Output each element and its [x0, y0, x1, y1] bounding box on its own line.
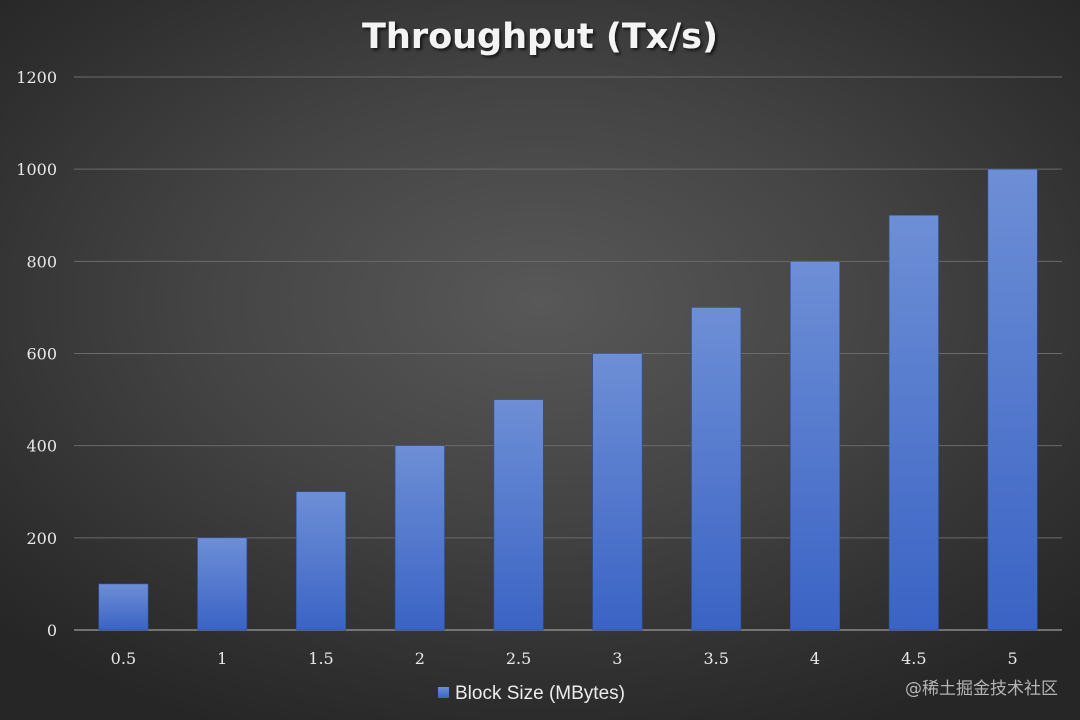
y-tick-label: 400 [26, 437, 57, 456]
x-tick-label: 4 [810, 649, 820, 668]
bar-1.5 [295, 491, 346, 631]
x-tick-label: 1 [217, 649, 227, 668]
bar-4.5 [888, 214, 939, 631]
x-tick-label: 4.5 [901, 649, 926, 668]
x-tick-label: 2 [415, 649, 425, 668]
legend-label: Block Size (MBytes) [455, 683, 625, 704]
y-tick-label: 1000 [16, 160, 57, 179]
y-tick-label: 1200 [16, 68, 57, 87]
bar-2.5 [493, 399, 544, 631]
x-tick-label: 5 [1008, 649, 1018, 668]
bars [98, 168, 1038, 631]
bar-5 [987, 168, 1038, 631]
x-tick-label: 3.5 [703, 649, 728, 668]
y-tick-label: 800 [26, 252, 57, 271]
x-tick-label: 3 [612, 649, 622, 668]
x-tick-label: 0.5 [111, 649, 136, 668]
bar-4 [789, 261, 840, 631]
bar-1 [197, 537, 248, 631]
x-tick-label: 2.5 [506, 649, 531, 668]
bar-3 [592, 353, 643, 631]
chart-title: Throughput (Tx/s) [362, 17, 718, 57]
legend: Block Size (MBytes) [438, 683, 625, 704]
watermark-text: @稀土掘金技术社区 [905, 679, 1058, 699]
bar-0.5 [98, 583, 149, 631]
x-axis-tick-labels: 0.5 1 1.5 2 2.5 3 3.5 4 4.5 5 [111, 649, 1018, 668]
legend-swatch [438, 687, 449, 698]
y-axis-tick-labels: 0 200 400 600 800 1000 1200 [16, 68, 57, 640]
bar-3.5 [691, 307, 742, 631]
y-tick-label: 600 [26, 345, 57, 364]
y-tick-label: 0 [47, 621, 57, 640]
y-tick-label: 200 [26, 529, 57, 548]
x-tick-label: 1.5 [308, 649, 333, 668]
bar-2 [394, 445, 445, 631]
